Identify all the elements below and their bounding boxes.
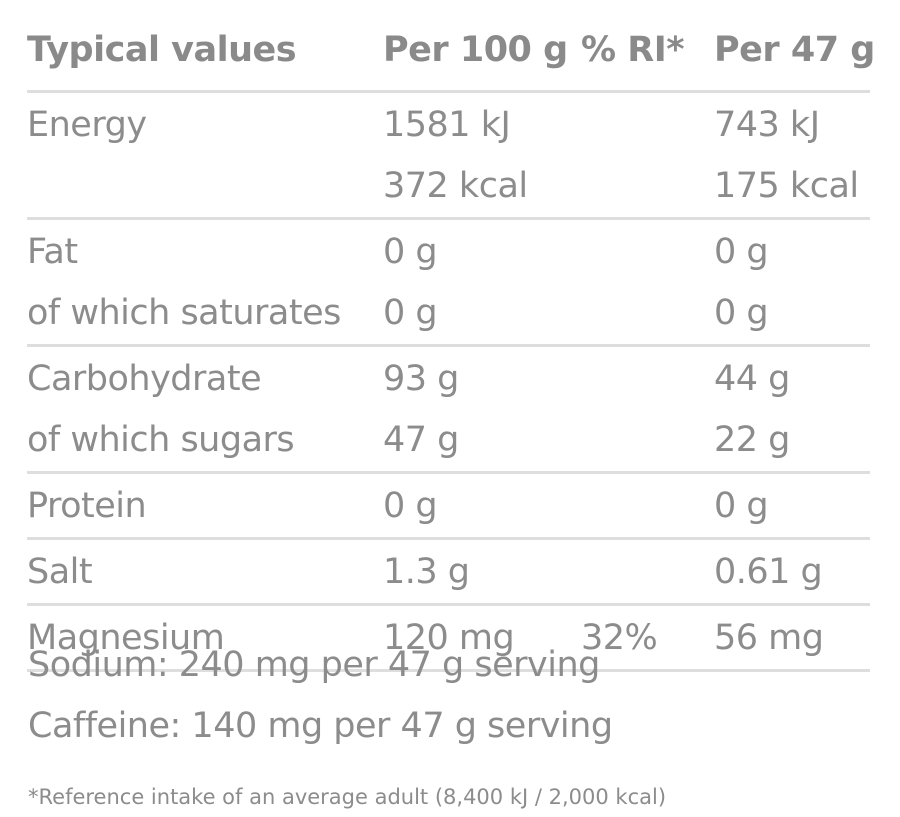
cell-label: Magnesium: [27, 618, 225, 658]
table-body: Energy 1581 kJ 743 kJ 372 kcal 175 kcal Fat 0 …: [27, 90, 870, 672]
cell-per100: 120 mg: [383, 618, 515, 658]
sodium-note: Sodium: 240 mg per 47 g serving: [28, 645, 600, 685]
cell-label: Protein: [27, 486, 147, 526]
cell-ri: [581, 349, 714, 410]
cell-ri: [581, 222, 714, 283]
cell-ri: [581, 410, 714, 471]
header-per-serving: Per 47 g: [714, 30, 875, 70]
caffeine-note: Caffeine: 140 mg per 47 g serving: [28, 706, 613, 746]
cell-per100: 0 g: [383, 486, 438, 526]
cell-per-serving: 0 g: [714, 486, 769, 526]
cell-ri: [581, 156, 714, 217]
cell-per100: 0 g: [383, 232, 438, 272]
cell-per-serving: 175 kcal: [714, 166, 859, 206]
cell-per-serving: 0.61 g: [714, 552, 823, 592]
cell-ri: [581, 476, 714, 537]
cell-label: of which saturates: [27, 293, 341, 333]
table-row: Salt 1.3 g 0.61 g: [27, 537, 870, 603]
footnote: *Reference intake of an average adult (8…: [28, 785, 667, 809]
header-per100: Per 100 g: [383, 30, 568, 70]
cell-per-serving: 56 mg: [714, 618, 824, 658]
table-row: Magnesium 120 mg 32% 56 mg: [27, 603, 870, 672]
cell-label: Salt: [27, 552, 93, 592]
cell-ri: [581, 283, 714, 344]
cell-label: Fat: [27, 232, 78, 272]
cell-per100: 93 g: [383, 359, 459, 399]
cell-per100: 1581 kJ: [383, 105, 511, 145]
table-row: Carbohydrate 93 g 44 g: [27, 344, 870, 410]
header-ri: % RI*: [581, 30, 685, 70]
cell-per100: 372 kcal: [383, 166, 528, 206]
table-row: Fat 0 g 0 g: [27, 217, 870, 283]
table-row: of which saturates 0 g 0 g: [27, 283, 870, 344]
cell-per100: 0 g: [383, 293, 438, 333]
cell-label: Energy: [27, 105, 147, 145]
table-row: Protein 0 g 0 g: [27, 471, 870, 537]
cell-per-serving: 743 kJ: [714, 105, 820, 145]
cell-ri: [581, 542, 714, 603]
table-row: of which sugars 47 g 22 g: [27, 410, 870, 471]
table-row: 372 kcal 175 kcal: [27, 156, 870, 217]
cell-per100: 47 g: [383, 420, 459, 460]
cell-label: Carbohydrate: [27, 359, 262, 399]
header-label: Typical values: [27, 30, 297, 70]
cell-label: [27, 156, 383, 217]
cell-per-serving: 0 g: [714, 232, 769, 272]
cell-per-serving: 0 g: [714, 293, 769, 333]
nutrition-table: Typical values Per 100 g % RI* Per 47 g …: [27, 20, 875, 672]
table-header: Typical values Per 100 g % RI* Per 47 g: [27, 20, 875, 90]
cell-per-serving: 44 g: [714, 359, 790, 399]
cell-per100: 1.3 g: [383, 552, 470, 592]
table-row: Energy 1581 kJ 743 kJ: [27, 90, 870, 156]
cell-label: of which sugars: [27, 420, 295, 460]
cell-ri: [581, 95, 714, 156]
cell-per-serving: 22 g: [714, 420, 790, 460]
cell-ri: 32%: [581, 618, 658, 658]
